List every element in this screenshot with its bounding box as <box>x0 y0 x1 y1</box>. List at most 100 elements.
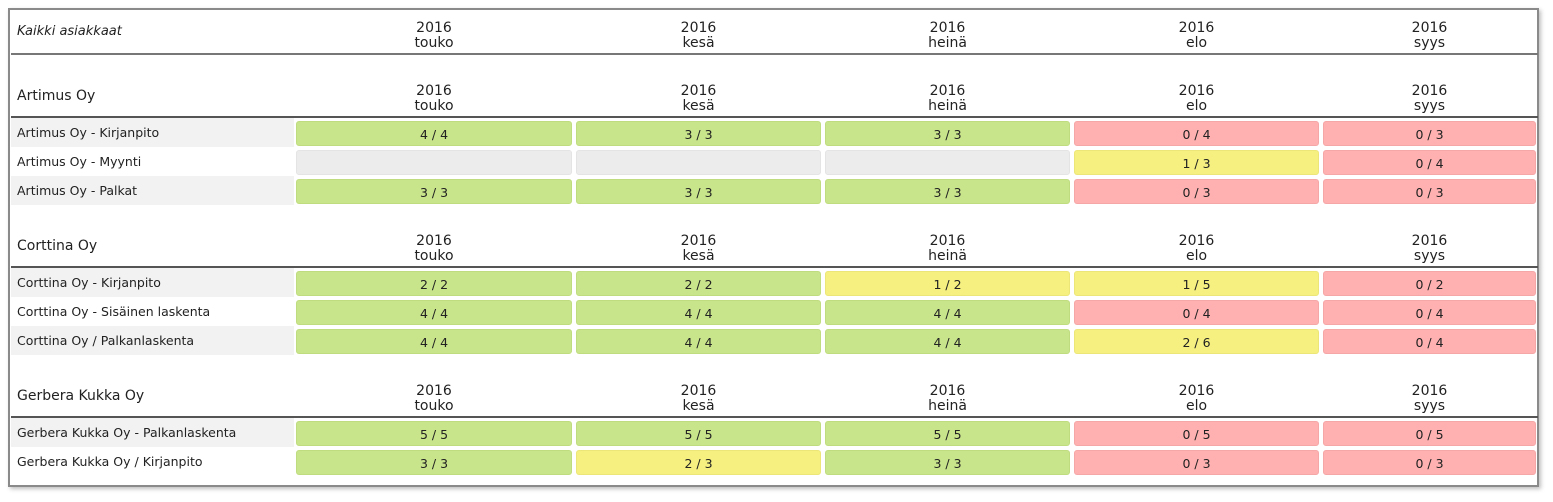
status-cell[interactable]: 0 / 4 <box>1074 120 1319 146</box>
status-cell[interactable]: 4 / 4 <box>825 328 1070 354</box>
status-cell-wrap: 2 / 2 <box>294 268 574 297</box>
month-year: 2016 <box>929 383 966 399</box>
month-name: touko <box>414 35 454 51</box>
row-label: Artimus Oy - Palkat <box>11 176 294 205</box>
status-cell-wrap: 4 / 4 <box>294 118 574 147</box>
status-cell[interactable]: 2 / 2 <box>576 270 821 296</box>
month-year: 2016 <box>929 233 966 249</box>
status-cell-wrap <box>294 147 574 176</box>
status-cell[interactable]: 4 / 4 <box>296 299 572 325</box>
month-year: 2016 <box>416 233 452 249</box>
table-header-row: Kaikki asiakkaat 2016 touko 2016 kesä 2016… <box>11 10 1538 55</box>
status-cell[interactable]: 1 / 3 <box>1074 149 1319 175</box>
status-cell-wrap <box>574 147 823 176</box>
status-cell-wrap: 2 / 2 <box>574 268 823 297</box>
status-cell-wrap: 4 / 4 <box>574 326 823 355</box>
month-name: touko <box>414 398 454 414</box>
status-cell[interactable]: 5 / 5 <box>576 420 821 446</box>
status-cell[interactable]: 5 / 5 <box>296 420 572 446</box>
status-cell-wrap: 0 / 4 <box>1321 147 1538 176</box>
month-year: 2016 <box>1178 233 1215 249</box>
month-header: 2016 touko <box>294 371 574 418</box>
status-cell[interactable]: 5 / 5 <box>825 420 1070 446</box>
row-label: Gerbera Kukka Oy / Kirjanpito <box>17 454 203 469</box>
status-cell[interactable]: 3 / 3 <box>576 120 821 146</box>
status-cell-wrap: 3 / 3 <box>294 176 574 205</box>
status-cell[interactable]: 2 / 2 <box>296 270 572 296</box>
month-header: 2016 syys <box>1321 371 1538 418</box>
month-year: 2016 <box>1411 383 1448 399</box>
month-header: 2016 heinä <box>823 221 1072 268</box>
status-cell-wrap: 0 / 4 <box>1321 326 1538 355</box>
status-cell[interactable]: 3 / 3 <box>576 178 821 204</box>
status-cell-wrap: 0 / 3 <box>1321 447 1538 476</box>
month-name: elo <box>1185 398 1208 414</box>
row-label: Corttina Oy / Palkanlaskenta <box>11 326 294 355</box>
status-cell-wrap: 0 / 3 <box>1321 118 1538 147</box>
month-name: syys <box>1413 398 1446 414</box>
status-cell[interactable]: 3 / 3 <box>825 120 1070 146</box>
status-cell[interactable]: 0 / 4 <box>1323 149 1536 175</box>
status-cell-wrap: 0 / 5 <box>1072 418 1321 447</box>
month-name: elo <box>1185 98 1208 114</box>
row-label: Artimus Oy - Kirjanpito <box>11 118 294 147</box>
status-cell-wrap: 0 / 2 <box>1321 268 1538 297</box>
group-spacer <box>11 355 1538 371</box>
month-header: 2016 kesä <box>574 10 823 55</box>
status-cell[interactable] <box>296 149 572 175</box>
status-cell-wrap: 4 / 4 <box>294 297 574 326</box>
month-header: 2016 elo <box>1072 371 1321 418</box>
status-cell-wrap: 3 / 3 <box>294 447 574 476</box>
status-cell[interactable]: 3 / 3 <box>825 449 1070 475</box>
group-spacer <box>11 55 1538 71</box>
status-cell[interactable]: 4 / 4 <box>825 299 1070 325</box>
status-cell[interactable]: 0 / 2 <box>1323 270 1536 296</box>
status-cell[interactable] <box>825 149 1070 175</box>
status-cell[interactable]: 1 / 2 <box>825 270 1070 296</box>
status-cell[interactable]: 3 / 3 <box>825 178 1070 204</box>
status-cell[interactable]: 0 / 5 <box>1074 420 1319 446</box>
month-name: touko <box>414 98 454 114</box>
status-cell[interactable]: 2 / 3 <box>576 449 821 475</box>
status-cell[interactable]: 0 / 3 <box>1074 449 1319 475</box>
month-year: 2016 <box>1178 20 1215 36</box>
status-cell-wrap: 3 / 3 <box>823 176 1072 205</box>
status-cell[interactable]: 4 / 4 <box>576 328 821 354</box>
month-header: 2016 touko <box>294 71 574 118</box>
status-cell[interactable]: 1 / 5 <box>1074 270 1319 296</box>
status-cell[interactable]: 4 / 4 <box>576 299 821 325</box>
status-cell-wrap: 1 / 5 <box>1072 268 1321 297</box>
month-header: 2016 heinä <box>823 71 1072 118</box>
status-cell-wrap: 0 / 5 <box>1321 418 1538 447</box>
month-name: elo <box>1185 248 1208 264</box>
status-cell[interactable]: 0 / 4 <box>1323 299 1536 325</box>
status-cell[interactable]: 3 / 3 <box>296 449 572 475</box>
status-cell[interactable]: 0 / 3 <box>1074 178 1319 204</box>
status-cell[interactable]: 0 / 3 <box>1323 449 1536 475</box>
status-cell[interactable]: 4 / 4 <box>296 120 572 146</box>
group-spacer <box>11 205 1538 221</box>
status-cell-wrap: 1 / 2 <box>823 268 1072 297</box>
status-cell[interactable]: 3 / 3 <box>296 178 572 204</box>
row-label: Corttina Oy - Sisäinen laskenta <box>17 304 211 319</box>
month-year: 2016 <box>680 233 717 249</box>
status-cell[interactable]: 0 / 4 <box>1323 328 1536 354</box>
status-cell[interactable]: 0 / 4 <box>1074 299 1319 325</box>
status-cell[interactable]: 0 / 5 <box>1323 420 1536 446</box>
month-year: 2016 <box>1178 83 1215 99</box>
status-cell[interactable]: 4 / 4 <box>296 328 572 354</box>
month-header: 2016 kesä <box>574 221 823 268</box>
status-cell[interactable]: 0 / 3 <box>1323 120 1536 146</box>
status-cell[interactable]: 2 / 6 <box>1074 328 1319 354</box>
status-cell-wrap: 0 / 4 <box>1072 297 1321 326</box>
month-name: syys <box>1413 35 1446 51</box>
month-year: 2016 <box>416 383 452 399</box>
month-name: heinä <box>928 248 967 264</box>
status-cell[interactable]: 0 / 3 <box>1323 178 1536 204</box>
status-cell[interactable] <box>576 149 821 175</box>
row-label: Artimus Oy - Myynti <box>17 154 142 169</box>
